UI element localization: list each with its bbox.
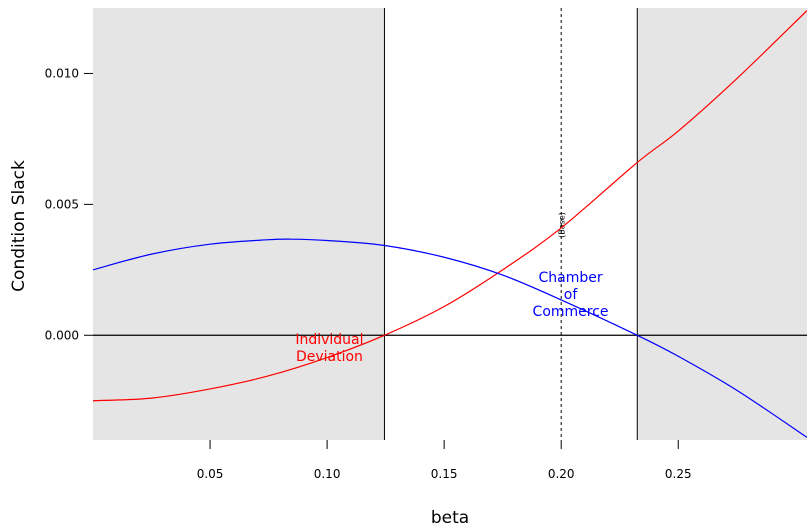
x-axis: 0.05 0.10 0.15 0.20 0.25 [197, 440, 692, 481]
base-marker: (Base) [558, 8, 567, 440]
shaded-region-0 [93, 8, 385, 440]
y-tick-label-1: 0.005 [45, 197, 79, 211]
series-line-0 [92, 10, 807, 402]
x-tick-label-2: 0.15 [431, 467, 458, 481]
x-tick-label-0: 0.05 [197, 467, 224, 481]
shaded-region-1 [637, 8, 807, 440]
y-axis-title: Condition Slack [9, 160, 29, 292]
y-tick-label-0: 0.000 [45, 328, 79, 342]
annotation-1-line-1: of [564, 287, 579, 303]
y-axis: 0.000 0.005 0.010 [45, 66, 93, 342]
annotation-1-line-0: Chamber [538, 270, 602, 286]
annotation-0-line-0: Individual [295, 332, 363, 348]
x-tick-label-3: 0.20 [548, 467, 575, 481]
x-axis-title: beta [431, 508, 469, 526]
y-tick-label-2: 0.010 [45, 66, 79, 80]
base-label: (Base) [558, 212, 567, 238]
series-lines [92, 10, 807, 438]
series-line-1 [92, 238, 807, 438]
x-tick-label-1: 0.10 [314, 467, 341, 481]
shaded-regions [93, 8, 807, 440]
x-tick-label-4: 0.25 [665, 467, 692, 481]
boundary-lines [383, 8, 638, 440]
annotation-1-line-2: Commerce [533, 304, 609, 320]
annotation-0-line-1: Deviation [296, 349, 363, 365]
